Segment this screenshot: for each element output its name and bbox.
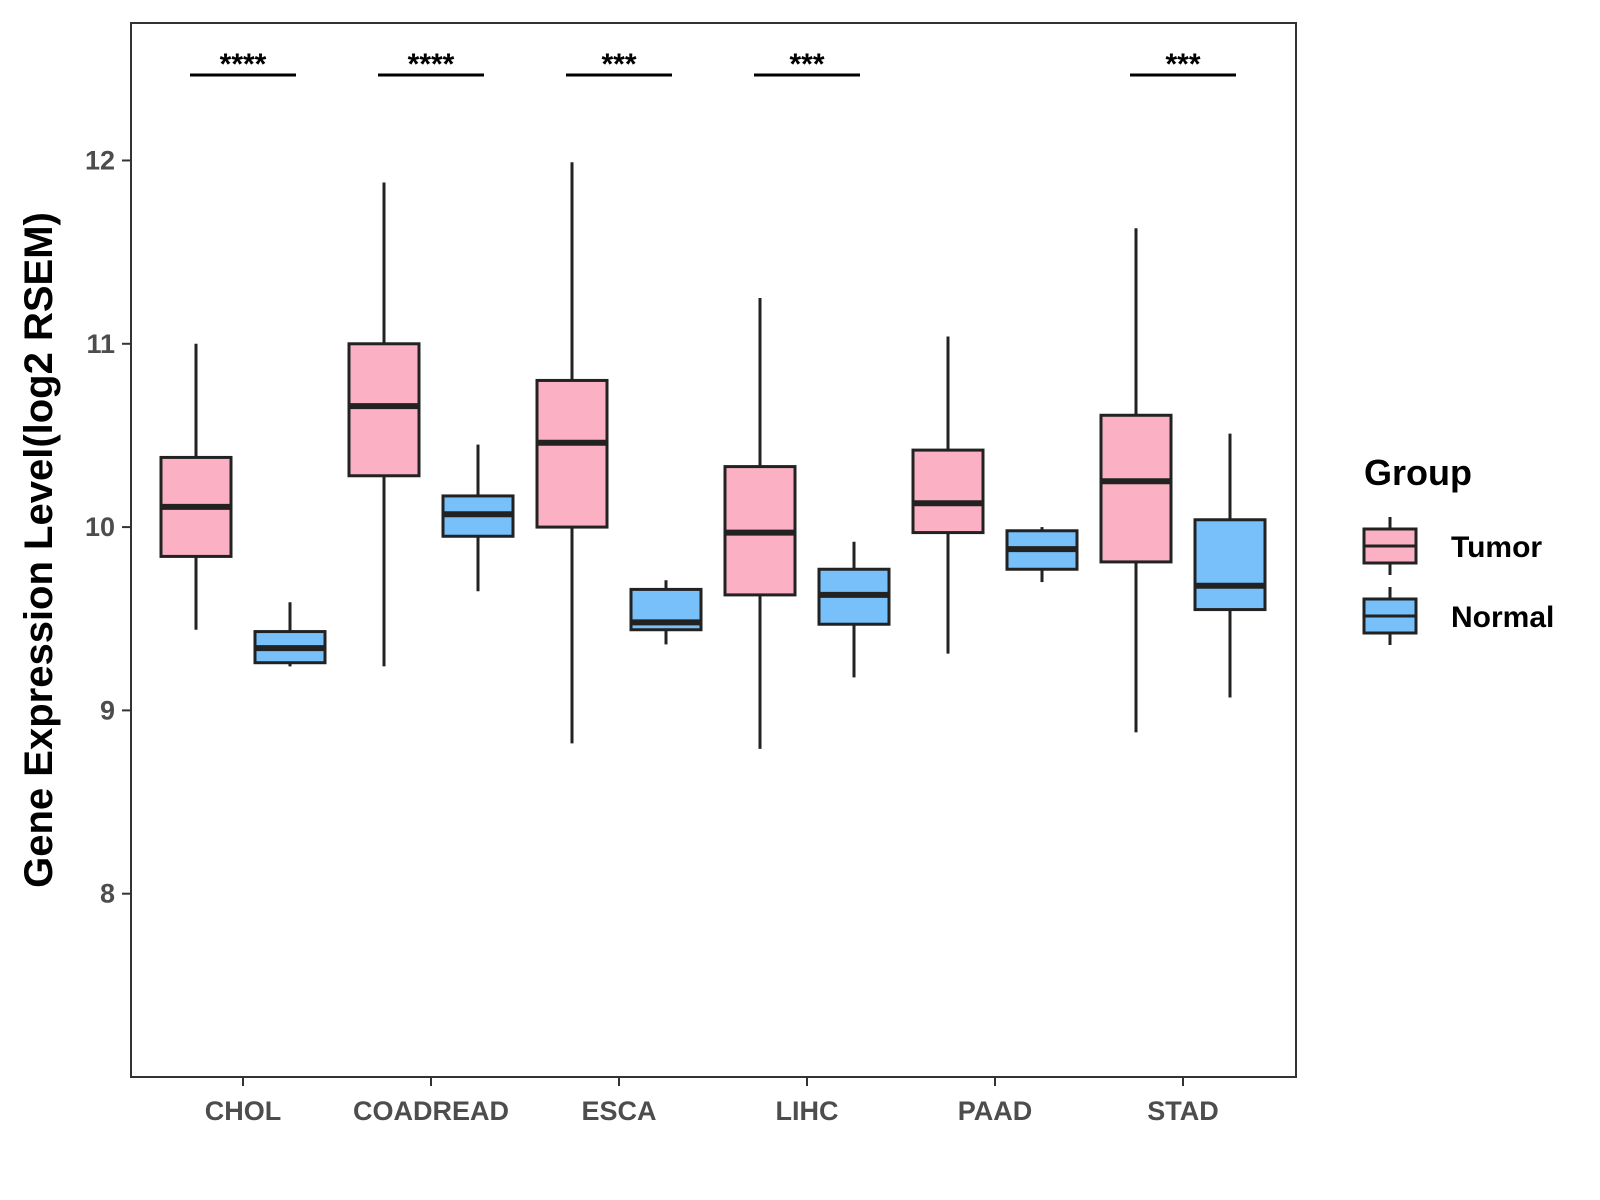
box-normal-stad (1193, 433, 1267, 698)
box-tumor-stad (1099, 228, 1173, 733)
x-tick-label: CHOL (205, 1096, 282, 1126)
box-layer (159, 162, 1267, 749)
box-tumor-chol (159, 343, 233, 630)
significance-label: *** (1165, 48, 1200, 81)
legend-title: Group (1364, 452, 1472, 493)
x-axis: CHOL COADREAD ESCA LIHC PAAD STAD (205, 1077, 1219, 1126)
significance-label: **** (408, 48, 455, 81)
box-normal-esca (629, 580, 703, 645)
y-tick-label: 11 (86, 329, 115, 359)
box-iqr (1099, 413, 1173, 564)
y-axis-title: Gene Expression Level(log2 RSEM) (17, 212, 61, 888)
box-tumor-paad (911, 336, 985, 654)
x-tick-label: PAAD (958, 1096, 1033, 1126)
box-tumor-coadread (347, 182, 421, 667)
legend-label: Tumor (1451, 531, 1542, 564)
box-normal-chol (253, 602, 327, 667)
box-iqr (347, 342, 421, 478)
x-tick-label: STAD (1147, 1096, 1219, 1126)
x-tick-label: COADREAD (353, 1096, 509, 1126)
y-tick-label: 9 (100, 695, 115, 725)
legend: Group Tumor Normal (1362, 452, 1554, 645)
x-tick-label: ESCA (581, 1096, 656, 1126)
legend-item-tumor: Tumor (1362, 517, 1542, 575)
box-iqr (535, 378, 609, 529)
box-iqr (911, 448, 985, 535)
significance-layer: **** **** *** *** *** (190, 48, 1236, 81)
significance-label: *** (601, 48, 636, 81)
y-tick-label: 12 (85, 145, 115, 175)
significance-label: **** (220, 48, 267, 81)
y-tick-label: 8 (100, 879, 115, 909)
x-tick-label: LIHC (776, 1096, 839, 1126)
box-normal-lihc (817, 541, 891, 678)
significance-label: *** (789, 48, 824, 81)
legend-label: Normal (1451, 601, 1554, 634)
box-iqr (1193, 518, 1267, 612)
box-normal-coadread (441, 444, 515, 592)
box-tumor-lihc (723, 297, 797, 749)
box-normal-paad (1005, 527, 1079, 583)
y-axis: 8 9 10 11 12 (85, 145, 131, 909)
y-tick-label: 10 (85, 512, 115, 542)
legend-item-normal: Normal (1362, 587, 1554, 645)
box-tumor-esca (535, 162, 609, 744)
